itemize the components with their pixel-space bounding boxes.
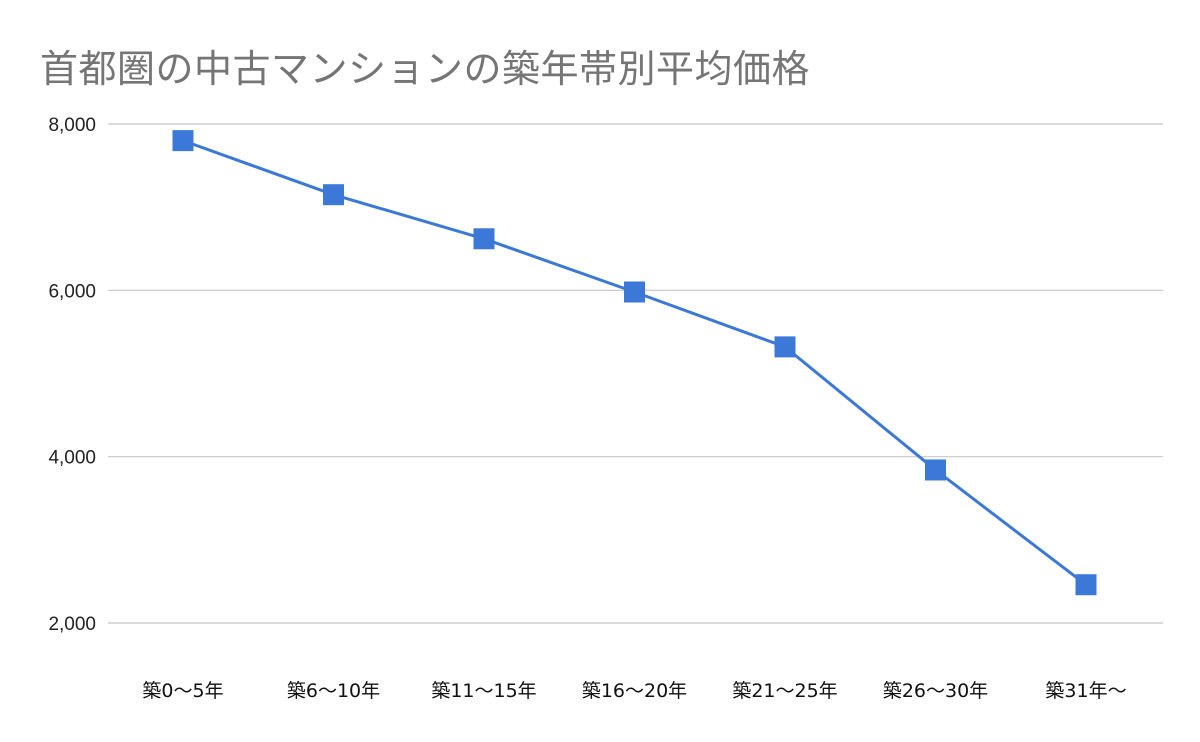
x-category-label: 築21～25年 <box>732 680 837 702</box>
series-layer <box>172 130 1097 596</box>
data-point-marker <box>624 281 645 303</box>
x-category-label: 築31年～ <box>1045 680 1126 702</box>
data-point-marker <box>172 130 194 152</box>
x-category-label: 築26～30年 <box>883 680 988 702</box>
x-axis-category-labels: 築0～5年 築6～10年 築11～15年 築16～20年 築21～25年 築26～30年 築… <box>142 680 1126 702</box>
x-category-label: 築16～20年 <box>582 680 687 702</box>
data-point-marker <box>1075 574 1097 596</box>
data-point-marker <box>774 336 796 358</box>
data-point-marker <box>323 184 344 206</box>
x-category-label: 築0～5年 <box>142 680 223 702</box>
series-line <box>182 139 1087 586</box>
x-category-label: 築6～10年 <box>287 680 380 702</box>
data-point-marker <box>925 459 946 481</box>
chart-title: 首都圏の中古マンションの築年帯別平均価格 <box>40 47 811 91</box>
y-tick-label: 4,000 <box>48 448 96 469</box>
y-tick-label: 6,000 <box>48 281 96 302</box>
y-tick-label: 2,000 <box>48 614 96 635</box>
x-category-label: 築11～15年 <box>431 680 536 702</box>
y-tick-label: 8,000 <box>48 115 96 136</box>
data-point-marker <box>473 228 495 250</box>
y-axis-tick-labels: 2,000 4,000 6,000 8,000 <box>48 115 96 635</box>
grid-lines <box>108 123 1163 624</box>
